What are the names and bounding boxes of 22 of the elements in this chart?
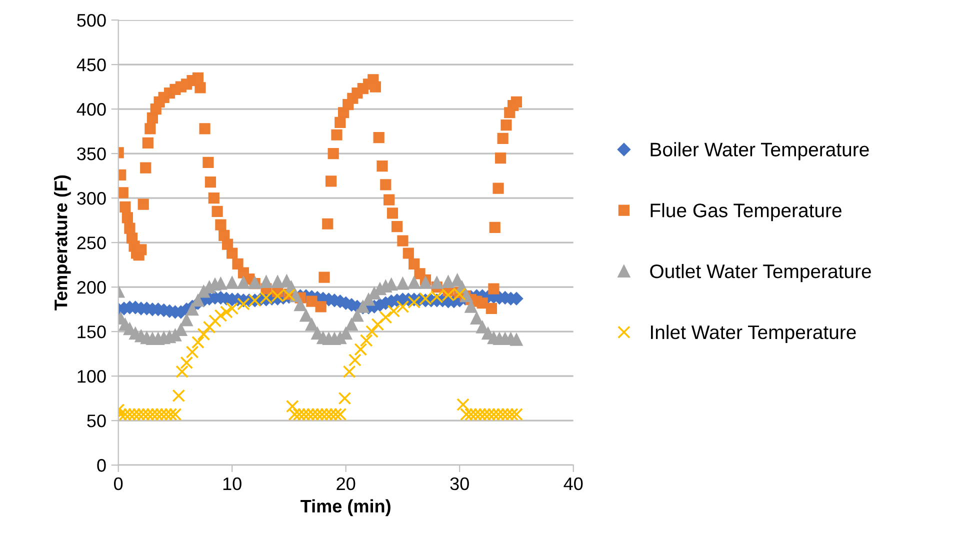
- x-tick-label: 40: [564, 477, 583, 490]
- x-tick-label: 20: [336, 477, 356, 490]
- y-tick-label: 50: [87, 414, 106, 428]
- y-tick-label: 400: [76, 102, 106, 116]
- x-tick-label: 0: [114, 477, 123, 490]
- y-tick-label: 0: [97, 459, 106, 472]
- y-tick-label: 200: [77, 281, 106, 294]
- y-axis-title: Temperature (F): [54, 175, 71, 310]
- legend-label: Outlet Water Temperature: [650, 264, 871, 282]
- y-tick-label: 150: [78, 326, 106, 338]
- legend-label: Flue Gas Temperature: [650, 203, 842, 222]
- y-tick-label: 450: [76, 58, 106, 72]
- legend-label: Boiler Water Temperature: [650, 142, 869, 160]
- y-tick-label: 500: [77, 14, 106, 27]
- y-tick-label: 100: [78, 370, 106, 383]
- y-tick-label: 250: [77, 236, 106, 250]
- x-tick-label: 10: [223, 477, 242, 490]
- x-tick-label: 30: [450, 477, 469, 490]
- x-axis-title: Time (min): [300, 499, 390, 516]
- y-tick-label: 350: [77, 148, 106, 160]
- y-tick-label: 300: [77, 192, 106, 205]
- legend-label: Inlet Water Temperature: [651, 324, 856, 343]
